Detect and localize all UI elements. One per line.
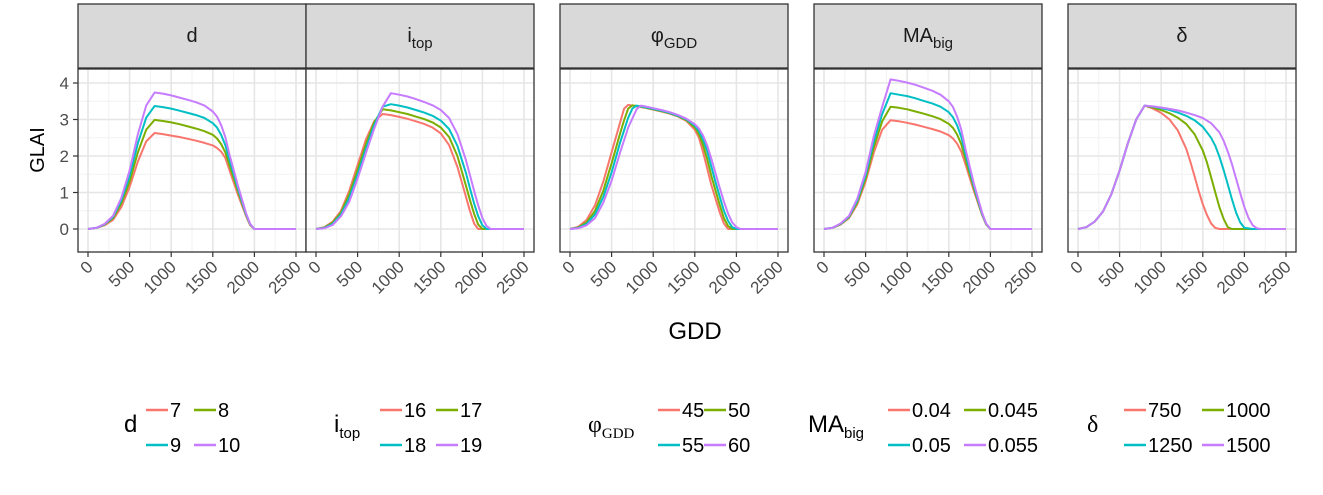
x-tick-label: 1000 <box>368 257 408 297</box>
x-tick-label: 1000 <box>1130 257 1170 297</box>
x-tick-label: 0 <box>77 257 97 277</box>
legend-title: MAbig <box>808 411 864 442</box>
series-line-60 <box>569 104 778 230</box>
x-tick-label: 2000 <box>223 257 263 297</box>
x-tick-label: 2000 <box>959 257 999 297</box>
legend-title: d <box>124 411 137 438</box>
legend-label: 18 <box>404 435 426 457</box>
x-tick-label: 1500 <box>409 257 449 297</box>
legend-label: 9 <box>170 435 181 457</box>
x-tick-label: 0 <box>813 257 833 277</box>
panel-border <box>813 68 1043 253</box>
panel-border <box>305 68 535 253</box>
x-tick-label: 1500 <box>181 257 221 297</box>
x-tick-label: 1500 <box>663 257 703 297</box>
legend-label: 8 <box>218 400 229 422</box>
legend-label: 60 <box>728 435 750 457</box>
legend-title: φGDD <box>588 412 635 442</box>
x-tick-label: 2000 <box>451 257 491 297</box>
legend-4: MAbig 0.04 0.045 0.05 0.055 <box>808 400 1038 457</box>
y-tick-label: 2 <box>60 147 69 166</box>
legend-1: d 7 8 9 10 <box>124 400 240 457</box>
facet-strip-label: δ <box>1176 25 1187 47</box>
legend-5: δ 750 1000 1250 1500 <box>1087 400 1271 457</box>
facet-strip-label: d <box>186 25 197 47</box>
facet-strip <box>559 3 789 69</box>
legend-label: 1500 <box>1226 435 1271 457</box>
x-tick-label: 1000 <box>876 257 916 297</box>
x-tick-label: 500 <box>105 257 138 290</box>
panel-3: φGDD 0 500 1000 1500 2000 2500 <box>559 3 789 298</box>
legend-label: 17 <box>460 400 482 422</box>
x-tick-label: 500 <box>1095 257 1128 290</box>
legend-label: 50 <box>728 400 750 422</box>
facet-strip-label: itop <box>407 25 432 52</box>
legend-label: 10 <box>218 435 240 457</box>
facet-strip-label: φGDD <box>651 25 697 52</box>
legend-label: 16 <box>404 400 426 422</box>
panel-2: itop 0 500 1000 1500 2000 2500 <box>305 3 535 298</box>
x-tick-label: 0 <box>559 257 579 277</box>
legend-title: itop <box>334 411 360 442</box>
legend-2: itop 16 17 18 19 <box>334 400 482 457</box>
x-tick-label: 1000 <box>622 257 662 297</box>
y-tick-label: 0 <box>60 220 69 239</box>
y-tick-label: 1 <box>60 184 69 203</box>
panel-4: MAbig 0 500 1000 1500 2000 2500 <box>813 3 1043 298</box>
series-line-1500 <box>1077 104 1286 230</box>
x-tick-label: 1500 <box>1171 257 1211 297</box>
facet-strip-label: MAbig <box>903 25 953 52</box>
x-tick-label: 2000 <box>705 257 745 297</box>
legend-label: 0.045 <box>988 400 1038 422</box>
legends: d 7 8 9 10 itop 16 17 18 19 φGDD 45 50 55 60 MAbig 0.04 0… <box>124 400 1271 457</box>
x-tick-label: 2500 <box>265 257 305 297</box>
axis-titles: GDD GLAI <box>27 127 722 345</box>
facet-strip <box>1067 3 1297 69</box>
panel-border <box>1067 68 1297 253</box>
x-tick-label: 1000 <box>140 257 180 297</box>
series-line-0.055 <box>823 78 1032 230</box>
y-tick-label: 4 <box>60 74 69 93</box>
x-tick-label: 2500 <box>1001 257 1041 297</box>
x-tick-label: 1500 <box>917 257 957 297</box>
panel-5: δ 0 500 1000 1500 2000 2500 <box>1067 3 1297 298</box>
series-line-10 <box>87 91 296 230</box>
x-tick-label: 2000 <box>1213 257 1253 297</box>
legend-label: 0.04 <box>912 400 951 422</box>
legend-label: 1250 <box>1148 435 1193 457</box>
legend-label: 1000 <box>1226 400 1271 422</box>
series-line-19 <box>315 92 524 230</box>
legend-label: 750 <box>1148 400 1181 422</box>
facet-strip <box>305 3 535 69</box>
x-tick-label: 500 <box>841 257 874 290</box>
legend-label: 0.05 <box>912 435 951 457</box>
facet-strip <box>77 3 307 69</box>
panel-1: d 0 500 1000 1500 2000 2500 0 1 2 3 4 <box>60 3 307 298</box>
x-axis-title: GDD <box>668 318 721 345</box>
legend-label: 55 <box>682 435 704 457</box>
x-tick-label: 2500 <box>1255 257 1295 297</box>
y-axis-title: GLAI <box>27 127 49 173</box>
legend-label: 45 <box>682 400 704 422</box>
legend-3: φGDD 45 50 55 60 <box>588 400 750 457</box>
x-tick-label: 500 <box>587 257 620 290</box>
x-tick-label: 2500 <box>493 257 533 297</box>
legend-title: δ <box>1087 412 1098 438</box>
legend-label: 19 <box>460 435 482 457</box>
facet-strip <box>813 3 1043 69</box>
series-line-18 <box>315 103 524 230</box>
x-tick-label: 0 <box>305 257 325 277</box>
panel-border <box>559 68 789 253</box>
legend-label: 7 <box>170 400 181 422</box>
x-tick-label: 2500 <box>747 257 787 297</box>
x-tick-label: 500 <box>333 257 366 290</box>
legend-label: 0.055 <box>988 435 1038 457</box>
x-tick-label: 0 <box>1067 257 1087 277</box>
y-tick-label: 3 <box>60 111 69 130</box>
